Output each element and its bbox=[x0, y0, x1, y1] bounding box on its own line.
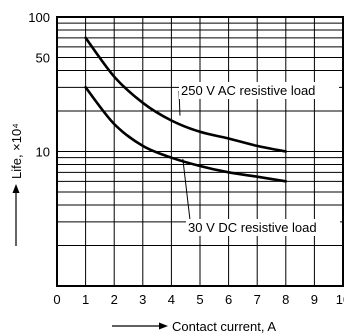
y-tick-label: 10 bbox=[36, 145, 50, 160]
x-axis-arrow-head bbox=[159, 322, 168, 330]
x-axis-label: Contact current, A bbox=[172, 319, 276, 334]
x-tick-label: 10 bbox=[336, 292, 344, 307]
x-tick-label: 7 bbox=[254, 292, 261, 307]
x-tick-label: 1 bbox=[82, 292, 89, 307]
series-label-background bbox=[179, 82, 339, 99]
series: 250 V AC resistive load 30 V DC resistive… bbox=[84, 36, 340, 236]
series-label: 250 V AC resistive load bbox=[181, 83, 315, 98]
y-axis-label: Life, ×10⁴ bbox=[9, 123, 24, 179]
plot-frame bbox=[56, 16, 344, 287]
x-tick-label: 8 bbox=[282, 292, 289, 307]
x-tick-label: 0 bbox=[53, 292, 60, 307]
series-label-background bbox=[186, 219, 340, 236]
y-tick-label: 100 bbox=[28, 10, 50, 25]
x-tick-label: 6 bbox=[225, 292, 232, 307]
x-axis-ticks: 0 1 2 3 4 5 6 7 8 9 10 bbox=[53, 292, 344, 307]
axis-arrows bbox=[12, 184, 168, 330]
series-leader-line bbox=[182, 158, 191, 221]
x-tick-label: 9 bbox=[311, 292, 318, 307]
x-tick-label: 3 bbox=[139, 292, 146, 307]
x-tick-label: 5 bbox=[196, 292, 203, 307]
series-line bbox=[84, 86, 288, 183]
y-axis-ticks: 10 50 100 bbox=[28, 10, 50, 160]
y-axis-arrow-head bbox=[12, 184, 20, 193]
series-line bbox=[84, 36, 288, 153]
x-tick-label: 2 bbox=[111, 292, 118, 307]
y-tick-label: 50 bbox=[36, 50, 50, 65]
series-label: 30 V DC resistive load bbox=[188, 220, 317, 235]
grid bbox=[57, 17, 343, 286]
x-tick-label: 4 bbox=[168, 292, 175, 307]
